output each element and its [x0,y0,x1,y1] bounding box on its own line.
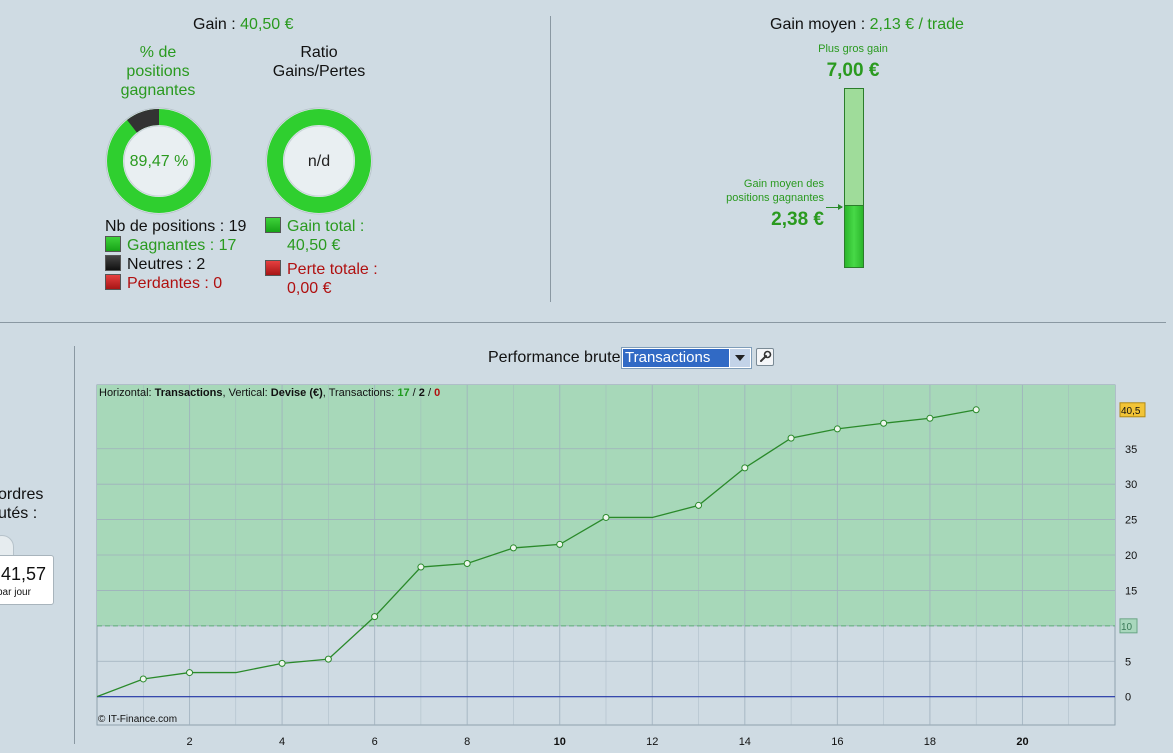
last-value-label: 40,5 [1121,406,1141,417]
ratio-donut: n/d [265,107,373,215]
gain-bar-fill [845,205,863,267]
x-tick-label: 2 [186,736,192,748]
left-panel-card: 41,57 par jour [0,555,54,605]
gain-label: Gain : [193,16,236,33]
x-tick-label: 14 [739,736,751,748]
chart-header: Horizontal: Transactions, Vertical: Devi… [99,387,440,399]
x-tick-label: 16 [831,736,843,748]
red-square-icon [105,274,121,290]
average-gain-label: Gain moyen : [770,16,866,33]
data-point [972,406,980,414]
last-value-badge [1119,402,1146,418]
y-tick-label: 15 [1125,585,1137,597]
data-point [787,434,795,442]
left-panel-value: 41,57 [1,564,47,584]
data-point [371,613,379,621]
data-point [602,513,610,521]
chevron-down-icon[interactable] [730,349,750,367]
performance-select-value: Transactions [623,349,729,367]
legend-neutral: Neutres : 2 [105,255,246,274]
biggest-gain-label: Plus gros gain [818,43,888,55]
performance-chart: 2468101214161820051015202530351040,5Hori… [96,384,1146,748]
positions-count: Nb de positions : 19 [105,218,247,235]
totals-legend: Gain total : 40,50 € Perte totale : 0,00… [265,217,378,298]
data-point [463,560,471,567]
biggest-gain-value: 7,00 € [826,60,880,81]
threshold-badge-label: 10 [1121,622,1133,633]
total-gain-value: 40,50 € [287,237,341,254]
pct-winning-donut: 89,47 % [105,107,213,215]
threshold-badge [1119,618,1138,634]
copyright-label: © IT-Finance.com [98,714,177,725]
donut-neutral-slice [127,109,159,133]
data-point [741,464,749,472]
green-square-icon [265,217,281,233]
x-tick-label: 8 [464,736,470,748]
red-square-icon [265,260,281,276]
data-point [186,669,194,677]
legend-total-gain: Gain total : [265,217,378,236]
y-tick-label: 25 [1125,515,1137,527]
gain-bar [844,88,864,268]
y-tick-label: 5 [1125,656,1131,668]
legend-losing: Perdantes : 0 [105,274,246,293]
y-tick-label: 30 [1125,479,1137,491]
x-tick-label: 12 [646,736,658,748]
positions-legend: Nb de positions : 19 Gagnantes : 17 Neut… [105,217,246,293]
wrench-icon[interactable] [756,348,774,366]
pct-winning-value: 89,47 % [130,153,189,170]
x-tick-label: 18 [924,736,936,748]
data-point [695,501,703,509]
ratio-value: n/d [308,153,330,170]
y-tick-label: 35 [1125,444,1137,456]
pct-winning-title: % de positions gagnantes [120,44,196,99]
data-point [139,675,147,683]
data-point [278,659,286,667]
data-point [324,655,332,663]
ratio-title: Ratio Gains/Pertes [272,44,366,80]
avg-win-value: 2,38 € [771,209,824,230]
data-point [556,540,564,548]
gain-value: 40,50 € [240,16,294,33]
x-tick-label: 6 [372,736,378,748]
data-point [417,563,425,571]
bottom-vertical-divider [74,346,75,744]
gain-summary: Gain : 40,50 € [193,16,294,34]
section-divider [0,322,1166,323]
performance-select[interactable]: Transactions [621,347,752,369]
legend-winning: Gagnantes : 17 [105,236,246,255]
total-loss-value: 0,00 € [287,280,332,297]
avg-win-arrow-icon [826,204,843,210]
data-point [833,425,841,433]
x-tick-label: 4 [279,736,285,748]
average-gain: Gain moyen : 2,13 € / trade [770,16,964,34]
left-panel-sub: par jour [0,587,31,598]
x-tick-label: 20 [1016,736,1028,748]
y-tick-label: 0 [1125,692,1131,704]
legend-total-loss: Perte totale : [265,260,378,279]
green-square-icon [105,236,121,252]
black-square-icon [105,255,121,271]
equity-curve-line [96,409,977,698]
data-point [926,414,934,422]
x-tick-label: 10 [554,736,566,748]
data-point [880,419,888,427]
top-vertical-divider [550,16,551,302]
left-panel-label: ordres utés : [0,486,44,522]
performance-label: Performance brute [488,349,621,366]
average-gain-value: 2,13 € / trade [869,16,964,33]
data-point [509,544,517,552]
avg-win-label: Gain moyen des positions gagnantes [726,178,824,204]
y-tick-label: 20 [1125,550,1137,562]
